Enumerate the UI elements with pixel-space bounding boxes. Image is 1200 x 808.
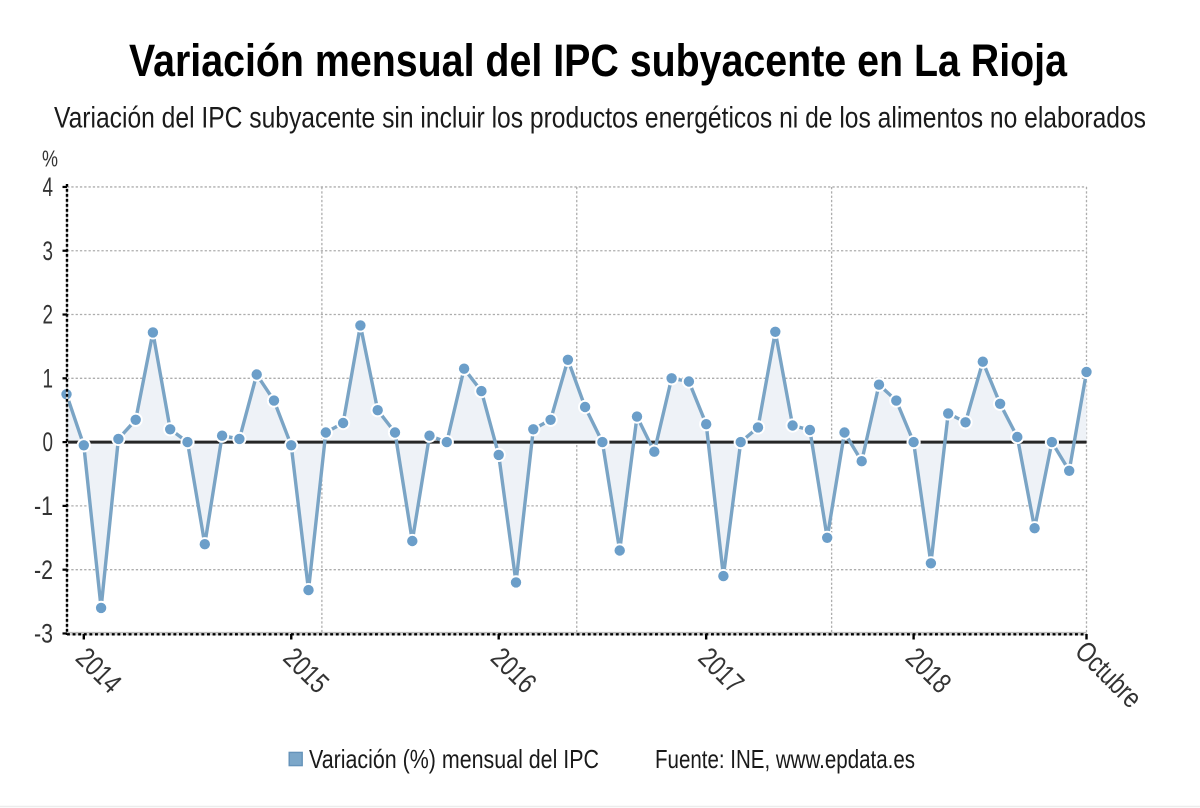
svg-text:2: 2 [43, 300, 54, 330]
svg-text:1: 1 [43, 363, 54, 393]
svg-text:Variación del IPC subyacente s: Variación del IPC subyacente sin incluir… [54, 102, 1146, 135]
svg-text:0: 0 [43, 427, 54, 457]
svg-text:-3: -3 [34, 619, 53, 649]
svg-text:-2: -2 [34, 555, 53, 585]
svg-text:Variación mensual del IPC suby: Variación mensual del IPC subyacente en … [129, 35, 1068, 86]
svg-text:-1: -1 [34, 491, 53, 521]
svg-text:Fuente: INE, www.epdata.es: Fuente: INE, www.epdata.es [655, 744, 915, 774]
svg-text:3: 3 [43, 236, 54, 266]
svg-text:%: % [42, 146, 58, 172]
svg-text:4: 4 [43, 172, 54, 202]
svg-text:Variación (%) mensual del IPC: Variación (%) mensual del IPC [309, 744, 599, 774]
